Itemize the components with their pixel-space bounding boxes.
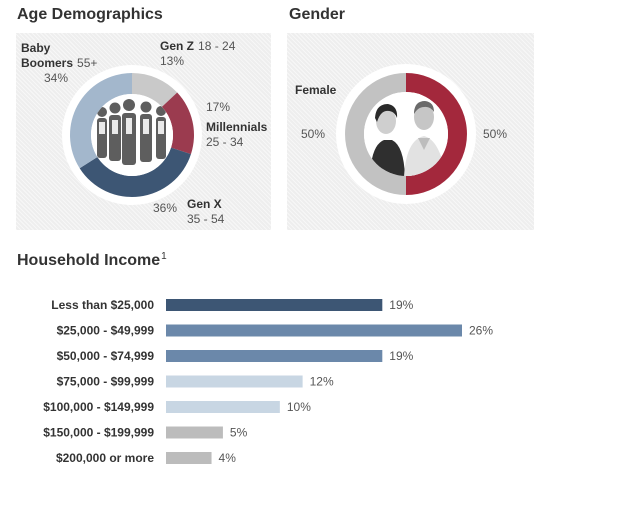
income-value-label: 5% (230, 426, 248, 440)
income-category-label: $75,000 - $99,999 (57, 375, 155, 389)
genx-range: 35 - 54 (187, 212, 225, 226)
age-donut (70, 73, 194, 197)
genz-range: 18 - 24 (198, 39, 236, 53)
gender-donut (345, 73, 467, 195)
female-label: Female (295, 83, 337, 97)
genx-name: Gen X (187, 197, 222, 211)
genz-label: Gen Z 18 - 24 (160, 39, 236, 53)
millennials-name: Millennials (206, 120, 268, 134)
income-category-label: $150,000 - $199,999 (43, 426, 154, 440)
slice-female (345, 73, 406, 195)
boomers-percent-label: 34% (44, 71, 68, 85)
income-bar (166, 324, 462, 337)
income-bar (166, 401, 280, 413)
couple-image (370, 101, 446, 176)
income-bar (166, 299, 383, 311)
genx-percent-label: 36% (153, 201, 177, 215)
household-income-title: Household Income1 (17, 251, 167, 270)
slice-gen-x (79, 147, 191, 197)
boomers-name-line1: Baby (21, 41, 51, 55)
gender-title: Gender (289, 6, 346, 23)
income-value-label: 19% (389, 349, 413, 363)
income-value-label: 19% (389, 298, 413, 312)
genz-percent-label: 13% (160, 54, 184, 68)
income-bar (166, 375, 303, 388)
female-percent-label: 50% (301, 127, 325, 141)
household-income-title-text: Household Income (17, 252, 161, 269)
income-bar (166, 426, 223, 439)
genz-name: Gen Z (160, 39, 194, 53)
male-percent-label: 50% (483, 127, 507, 141)
income-value-label: 4% (219, 451, 237, 465)
slice-male (406, 73, 467, 195)
income-category-label: $25,000 - $49,999 (57, 324, 155, 338)
income-bar (166, 350, 383, 362)
age-demographics-title: Age Demographics (17, 6, 163, 23)
income-value-label: 10% (287, 400, 311, 414)
millennials-range: 25 - 34 (206, 135, 244, 149)
income-value-label: 26% (469, 324, 493, 338)
millennials-percent-label: 17% (206, 100, 230, 114)
income-category-label: Less than $25,000 (51, 298, 154, 312)
slice-gen-z (132, 73, 178, 107)
income-value-label: 12% (310, 375, 334, 389)
income-category-label: $200,000 or more (56, 451, 154, 465)
income-bar (166, 452, 212, 464)
income-category-label: $50,000 - $74,999 (57, 349, 155, 363)
income-bar-chart: Less than $25,000 19% $25,000 - $49,999 26%… (43, 298, 493, 465)
slice-millennials (161, 92, 194, 155)
slice-baby-boomers (70, 73, 132, 169)
boomers-name-line2: Boomers 55+ (21, 56, 97, 70)
income-category-label: $100,000 - $149,999 (43, 400, 154, 414)
income-footnote-marker: 1 (161, 251, 167, 262)
